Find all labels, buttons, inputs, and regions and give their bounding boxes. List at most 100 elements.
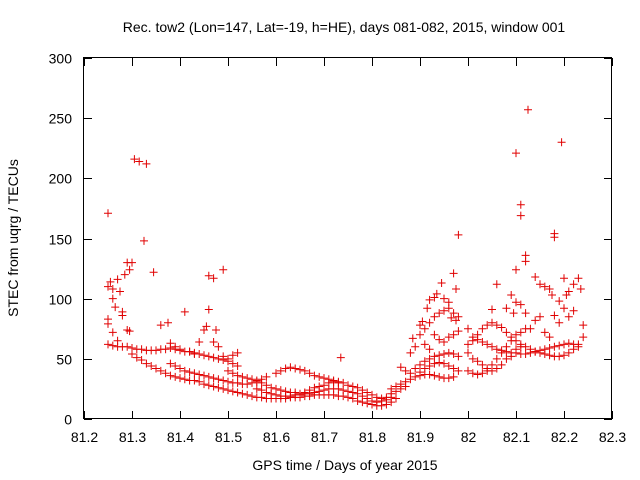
data-point — [190, 376, 199, 385]
data-point — [416, 368, 424, 377]
data-point — [180, 366, 189, 375]
data-point — [315, 382, 324, 391]
data-point — [305, 386, 314, 395]
data-point — [497, 323, 506, 332]
data-point — [545, 351, 554, 360]
data-point — [564, 312, 573, 321]
data-point — [488, 342, 496, 351]
data-point — [483, 340, 492, 349]
data-point — [452, 285, 460, 294]
data-point — [243, 390, 252, 399]
data-point — [353, 383, 362, 392]
data-point — [204, 381, 213, 390]
data-point — [209, 337, 218, 346]
data-point — [195, 370, 204, 379]
data-point — [507, 352, 516, 361]
data-point — [228, 369, 237, 378]
data-point — [406, 369, 415, 378]
data-point — [550, 233, 559, 242]
data-point — [447, 313, 456, 322]
data-point — [435, 358, 444, 367]
data-point — [291, 364, 300, 373]
data-point — [176, 345, 184, 354]
data-point — [507, 291, 516, 300]
data-point — [555, 341, 564, 350]
data-point — [569, 280, 578, 289]
data-point — [204, 352, 213, 361]
data-point — [195, 377, 204, 386]
data-point — [161, 369, 170, 378]
data-point — [464, 340, 472, 349]
data-point — [135, 157, 144, 166]
data-point — [531, 273, 540, 282]
data-point — [176, 364, 184, 373]
data-point — [512, 345, 520, 354]
data-point — [524, 105, 532, 114]
data-point — [464, 366, 472, 375]
data-point — [202, 322, 211, 331]
data-point — [540, 328, 549, 337]
data-point — [396, 384, 405, 393]
data-point — [137, 345, 146, 354]
x-axis: 81.2 81.3 81.4 81.5 81.6 81.7 81.8 81.9 82 82.1 82… — [71, 58, 626, 445]
data-point — [272, 369, 280, 378]
data-point — [420, 364, 429, 373]
y-tick-label: 300 — [49, 51, 73, 67]
data-point — [509, 309, 518, 318]
data-point — [171, 372, 180, 381]
data-point — [214, 342, 223, 351]
x-tick-label: 81.3 — [119, 429, 146, 445]
data-point — [238, 389, 247, 398]
data-point — [305, 369, 314, 378]
data-point — [569, 345, 578, 354]
x-tick-label: 81.6 — [263, 429, 290, 445]
y-tick-label: 250 — [49, 111, 73, 127]
data-point — [512, 265, 520, 274]
data-point — [185, 347, 194, 356]
data-point — [106, 277, 115, 286]
data-point — [497, 360, 506, 369]
data-point — [353, 396, 362, 405]
data-point — [560, 274, 568, 283]
data-point — [478, 324, 487, 333]
x-tick-label: 82.2 — [551, 429, 578, 445]
data-point — [492, 364, 501, 373]
data-point — [557, 138, 566, 147]
data-point — [444, 333, 453, 342]
data-point — [435, 335, 444, 344]
data-point — [387, 389, 396, 398]
data-point — [555, 318, 564, 327]
data-point — [478, 369, 487, 378]
data-point — [363, 388, 372, 397]
data-point — [483, 366, 492, 375]
data-point — [468, 369, 477, 378]
x-tick-label: 81.4 — [167, 429, 194, 445]
data-point — [233, 378, 242, 387]
data-point — [128, 350, 136, 359]
data-point — [300, 388, 309, 397]
data-point — [531, 316, 540, 325]
data-point — [147, 362, 156, 371]
data-point — [516, 211, 525, 220]
data-point — [214, 375, 223, 384]
data-point — [339, 378, 348, 387]
data-point — [233, 348, 242, 357]
data-point — [142, 359, 151, 368]
data-point — [507, 333, 516, 342]
data-point — [180, 307, 189, 316]
data-point — [368, 390, 376, 399]
data-point — [320, 374, 328, 383]
data-point — [545, 285, 554, 294]
data-point — [512, 149, 520, 158]
data-point — [464, 348, 472, 357]
data-point — [488, 318, 496, 327]
data-point — [257, 378, 266, 387]
data-point — [224, 354, 232, 363]
data-point — [536, 312, 544, 321]
data-point — [156, 321, 165, 330]
data-point — [440, 337, 448, 346]
data-point — [418, 317, 427, 326]
data-point — [492, 321, 501, 330]
data-point — [425, 370, 434, 379]
data-point — [464, 324, 472, 333]
